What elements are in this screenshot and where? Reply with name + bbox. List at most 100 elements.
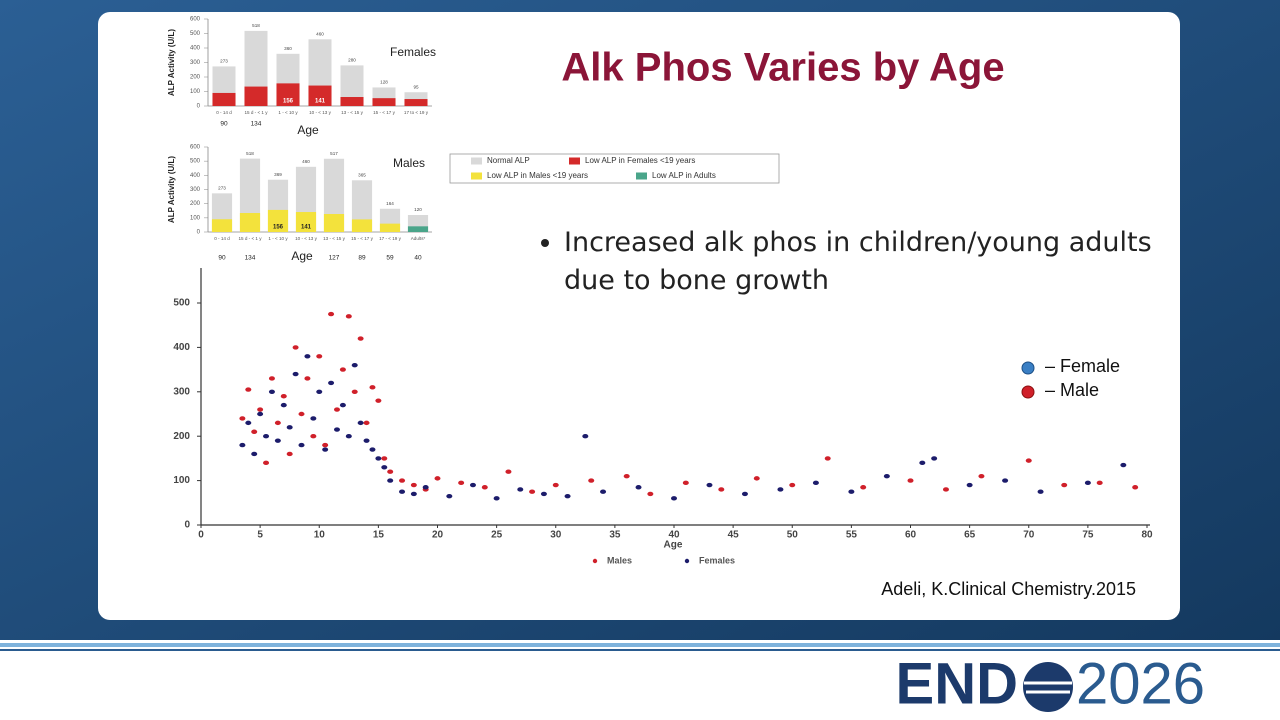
data-label: 365 (358, 173, 366, 178)
bar (323, 158, 345, 232)
point (1096, 480, 1103, 486)
bar (407, 226, 429, 232)
x-tick-label: 15 - < 17 y (351, 236, 374, 241)
y-tick-label: 600 (190, 145, 201, 151)
x-axis-label: Age (664, 540, 683, 551)
point (328, 311, 335, 317)
bar (211, 219, 233, 232)
point (623, 473, 630, 479)
point (493, 496, 500, 501)
point (304, 354, 311, 359)
point (257, 411, 264, 417)
x-tick-label: 15 d - < 1 y (238, 236, 262, 241)
y-axis-label: ALP Activity (U/L) (167, 29, 176, 96)
point (345, 434, 352, 439)
point (883, 473, 890, 479)
legend-label: Males (607, 555, 632, 565)
point (540, 491, 547, 497)
point (517, 487, 524, 492)
point (706, 482, 713, 488)
x-tick-label: 80 (1141, 530, 1153, 541)
point (387, 469, 394, 474)
bar (404, 99, 428, 106)
x-tick-label: 13 - < 15 y (323, 236, 346, 241)
x-tick-label: 15 d - < 1 y (244, 110, 268, 115)
data-label: 273 (220, 59, 228, 64)
x-tick-label: 17 to < 19 y (404, 110, 429, 115)
x-axis-label: Age (291, 249, 313, 263)
point (239, 416, 246, 421)
point (588, 478, 595, 483)
point (322, 442, 329, 448)
legend-box (449, 153, 780, 184)
y-tick-label: 0 (184, 520, 190, 531)
point (978, 473, 985, 479)
y-tick-label: 600 (190, 17, 201, 23)
x-tick-label: 75 (1082, 530, 1094, 541)
data-label: 127 (329, 255, 340, 262)
bar (239, 213, 261, 232)
point (671, 496, 677, 501)
x-tick-label: 13 - < 15 y (341, 110, 364, 115)
point (564, 493, 571, 499)
y-axis-label: ALP Activity (U/L) (167, 156, 176, 223)
x-tick-label: 5 (257, 530, 263, 541)
point (919, 460, 926, 466)
chart-label: Males (393, 156, 425, 170)
legend-label: Females (699, 555, 735, 565)
data-label: 120 (414, 207, 422, 212)
point (469, 482, 476, 488)
y-tick-label: 100 (190, 89, 201, 95)
point (789, 482, 796, 488)
point (381, 456, 388, 461)
x-tick-label: 50 (787, 530, 799, 541)
x-tick-label: 65 (964, 530, 976, 541)
point (280, 402, 287, 408)
logo-text: END (896, 651, 1018, 716)
data-label: 460 (302, 159, 310, 164)
y-tick-label: 100 (190, 215, 201, 221)
point (647, 491, 654, 497)
legend-label: Low ALP in Adults (652, 171, 716, 180)
point (357, 420, 364, 426)
point (298, 411, 305, 417)
footer-line (0, 643, 1280, 647)
x-tick-label: 1 - < 10 y (278, 110, 298, 115)
data-label: 369 (274, 172, 282, 177)
data-label: 517 (330, 151, 338, 156)
point (286, 451, 293, 457)
bar (244, 86, 268, 106)
point (812, 480, 819, 486)
legend-label: Normal ALP (487, 156, 530, 165)
y-tick-label: 0 (197, 104, 201, 110)
point (942, 487, 949, 492)
point (1025, 458, 1032, 463)
point (458, 480, 465, 486)
point (1002, 478, 1009, 483)
x-tick-label: 20 (432, 530, 444, 541)
point (741, 491, 748, 497)
point (263, 460, 270, 466)
x-tick-label: 1 - < 10 y (268, 236, 288, 241)
data-label: 360 (284, 46, 292, 51)
bar (379, 223, 401, 232)
point (251, 429, 258, 434)
legend-swatch (684, 558, 690, 564)
annotation: – Male (1045, 380, 1099, 400)
x-tick-label: 15 - < 17 y (373, 110, 396, 115)
point (848, 489, 855, 494)
x-tick-label: 55 (846, 530, 858, 541)
point (777, 487, 784, 492)
slide-title: Alk Phos Varies by Age (561, 46, 1004, 90)
point (966, 482, 973, 488)
data-label: 89 (358, 255, 366, 262)
point (907, 478, 914, 483)
point (582, 434, 589, 439)
legend-swatch (636, 172, 647, 180)
y-tick-label: 400 (190, 46, 201, 52)
point (410, 491, 417, 497)
point (399, 478, 406, 483)
point (286, 425, 293, 430)
x-tick-label: 45 (728, 530, 740, 541)
point (292, 345, 299, 350)
